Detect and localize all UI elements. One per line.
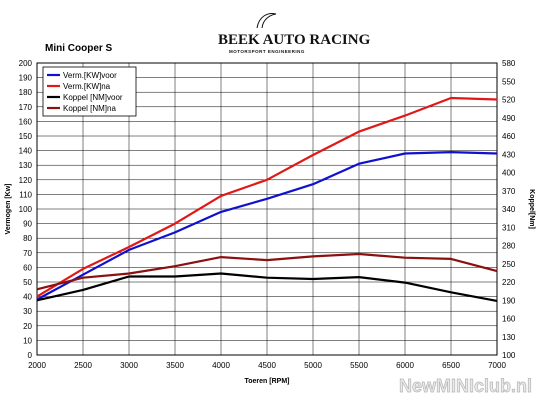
- series-line-4: [36, 252, 498, 291]
- y2-tick-label: 400: [502, 169, 516, 178]
- y-tick-label: 0: [28, 351, 33, 360]
- y-tick-label: 90: [23, 220, 32, 229]
- x-tick-label: 6500: [442, 361, 460, 370]
- y2-tick-labels: 100 130 160 190 220 250 280 310 340 370 400 430 460 4…: [502, 59, 516, 360]
- legend: Verm.[KW]voor Verm.[KW]na Koppel [NM]voor K…: [42, 66, 137, 117]
- y-tick-label: 170: [19, 103, 33, 112]
- y2-tick-label: 160: [502, 315, 516, 324]
- y2-tick-label: 520: [502, 96, 516, 105]
- legend-label: Koppel [NM]na: [63, 104, 116, 113]
- y2-tick-label: 460: [502, 132, 516, 141]
- y-tick-label: 100: [19, 205, 33, 214]
- series-line-2: [36, 96, 498, 298]
- x-axis-title: Toeren [RPM]: [245, 378, 290, 385]
- y-tick-label: 110: [19, 190, 32, 199]
- y-tick-label: 150: [19, 132, 33, 141]
- y2-axis-title: Koppel[Nm]: [528, 189, 535, 229]
- y-tick-label: 180: [19, 88, 33, 97]
- x-tick-label: 6000: [396, 361, 414, 370]
- y-tick-label: 20: [23, 322, 32, 331]
- y-tick-label: 10: [23, 336, 32, 345]
- y2-tick-label: 340: [502, 205, 516, 214]
- y2-tick-label: 490: [502, 114, 516, 123]
- y-tick-label: 190: [19, 74, 33, 83]
- y-tick-labels: 0 10 20 30 40 50 60 70 80 90 100 110 120 130 140 150 160…: [19, 59, 33, 360]
- logo-swoosh-icon: [256, 13, 277, 29]
- x-tick-label: 4000: [212, 361, 230, 370]
- x-tick-label: 7000: [488, 361, 506, 370]
- y-tick-label: 50: [23, 278, 32, 287]
- y-tick-label: 40: [23, 293, 32, 302]
- logo-subtitle: MOTORSPORT ENGINEERING: [229, 49, 305, 54]
- y-tick-label: 30: [23, 307, 32, 316]
- legend-label: Koppel [NM]voor: [63, 93, 123, 102]
- y-tick-label: 80: [23, 234, 32, 243]
- y2-tick-label: 430: [502, 150, 516, 159]
- x-tick-label: 2000: [28, 361, 46, 370]
- x-tick-label: 5500: [350, 361, 368, 370]
- y2-tick-label: 250: [502, 260, 516, 269]
- plot-frame: [36, 62, 498, 356]
- x-tick-label: 2500: [74, 361, 92, 370]
- chart-title: Mini Cooper S: [45, 43, 113, 54]
- logo: BEEK AUTO RACING MOTORSPORT ENGINEERING: [218, 13, 371, 54]
- y2-tick-label: 100: [502, 351, 516, 360]
- y-tick-label: 140: [19, 147, 33, 156]
- x-tick-label: 3000: [120, 361, 138, 370]
- legend-label: Verm.[KW]voor: [63, 71, 117, 80]
- y-tick-label: 200: [19, 59, 33, 68]
- y2-tick-label: 280: [502, 242, 516, 251]
- y-tick-label: 70: [23, 249, 32, 258]
- y-tick-label: 60: [23, 263, 32, 272]
- x-tick-labels: 2000 2500 3000 3500 4000 4500 5000 5500 6000 6500…: [28, 361, 506, 370]
- x-tick-label: 4500: [258, 361, 276, 370]
- y-tick-label: 160: [19, 117, 33, 126]
- watermark: NewMINIclub.nl: [399, 376, 532, 396]
- series-line-1: [36, 151, 498, 301]
- logo-text: BEEK AUTO RACING: [218, 32, 371, 48]
- y-tick-label: 130: [19, 161, 33, 170]
- y-tick-label: 120: [19, 176, 33, 185]
- y2-tick-label: 130: [502, 333, 516, 342]
- x-tick-label: 3500: [166, 361, 184, 370]
- y2-tick-label: 580: [502, 59, 516, 68]
- x-tick-label: 5000: [304, 361, 322, 370]
- series-layer: [36, 96, 498, 302]
- y-axis-title: Vermogen [Kw]: [5, 184, 12, 235]
- legend-label: Verm.[KW]na: [63, 82, 111, 91]
- y2-tick-label: 310: [502, 223, 516, 232]
- series-line-3: [36, 272, 498, 302]
- y2-tick-label: 190: [502, 296, 516, 305]
- y2-tick-label: 370: [502, 187, 516, 196]
- y2-tick-label: 550: [502, 77, 516, 86]
- y2-tick-label: 220: [502, 278, 516, 287]
